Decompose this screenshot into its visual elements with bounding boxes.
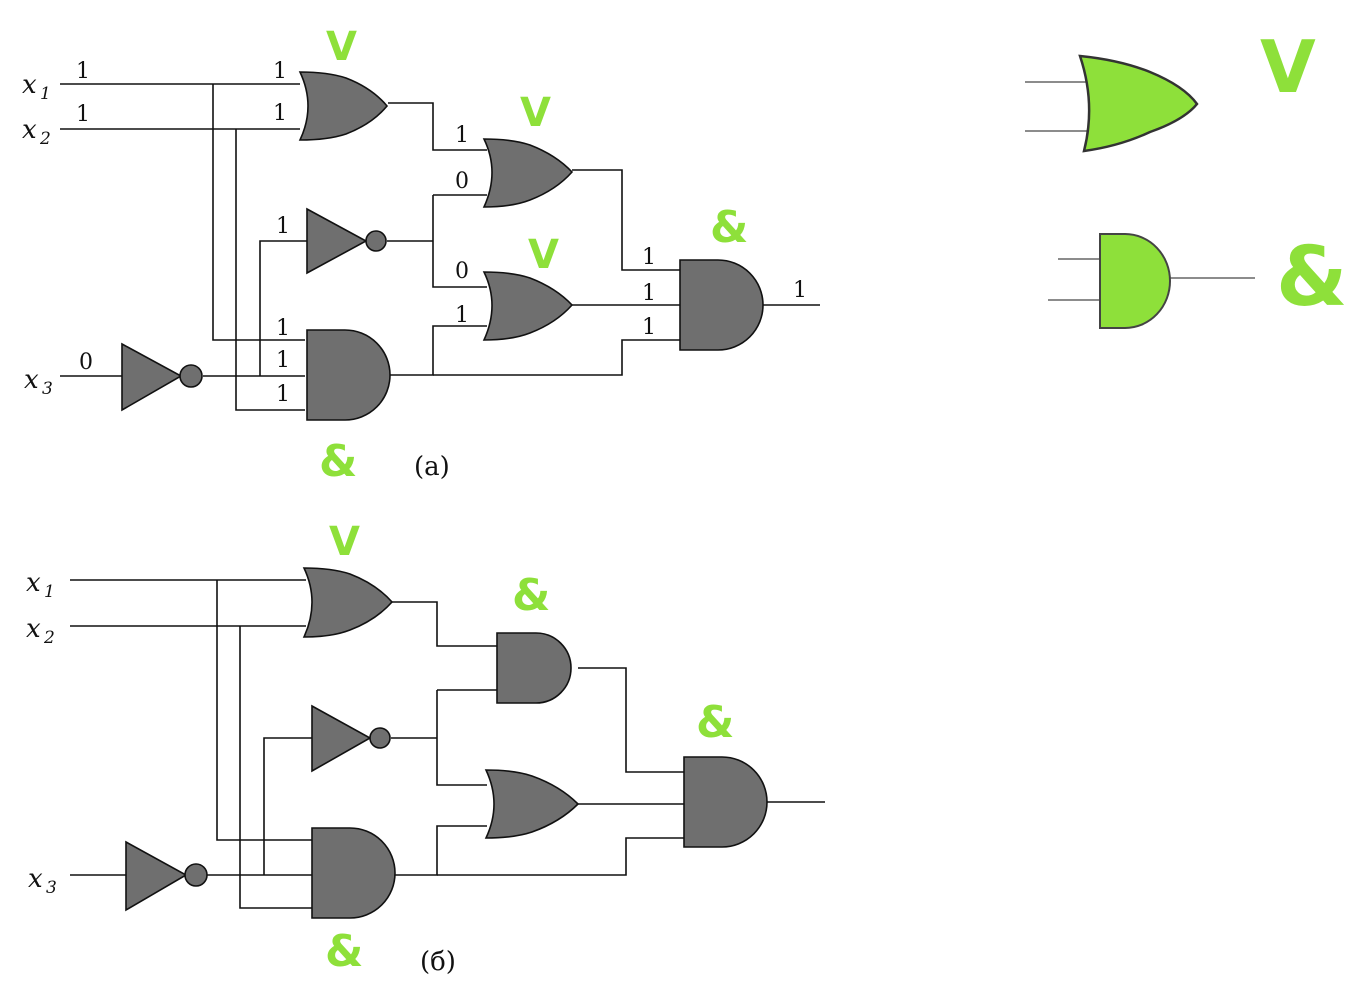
x3-label: x <box>24 365 39 395</box>
not-bubble-1-b <box>369 727 391 749</box>
value-and1-in3: 1 <box>276 382 290 407</box>
annotation-and3-amp-b: & <box>696 697 734 748</box>
x1-label-b: x <box>26 568 41 598</box>
and-gate-1-b <box>496 632 572 704</box>
value-and1-in2: 1 <box>276 348 290 373</box>
value-or1-in2: 1 <box>273 101 287 126</box>
legend-or-gate <box>1078 54 1199 153</box>
not-gate-x3-b <box>125 840 188 912</box>
and-gate-2 <box>679 259 764 351</box>
value-x1: 1 <box>76 59 90 84</box>
caption-a: (а) <box>414 452 450 482</box>
wires-b <box>70 579 825 909</box>
annotation-and2-amp-b: & <box>325 926 363 977</box>
not-bubble-x3-a <box>179 364 203 388</box>
wires-a <box>60 83 820 411</box>
value-x2: 1 <box>76 102 90 127</box>
x2-subscript: 2 <box>39 129 51 149</box>
value-or2-in2: 0 <box>455 169 469 194</box>
value-and1-in1: 1 <box>276 316 290 341</box>
or-gate-3 <box>482 271 574 341</box>
value-or2-in1: 1 <box>455 123 469 148</box>
legend-or-symbol: V <box>1260 25 1316 109</box>
or-gate-2 <box>482 138 574 208</box>
not-gate-1 <box>306 207 368 275</box>
x1-subscript-b: 1 <box>44 582 55 602</box>
value-or3-in1: 0 <box>455 259 469 284</box>
legend-and-gate <box>1099 233 1171 329</box>
x1-subscript: 1 <box>40 84 51 104</box>
x2-label: x <box>22 115 37 145</box>
not-bubble-1 <box>365 230 387 252</box>
annotation-and2-amp: & <box>710 202 748 253</box>
not-gate-1-b <box>311 704 372 773</box>
x3-label-b: x <box>28 864 43 894</box>
and-gate-2-b <box>311 827 396 919</box>
caption-b: (б) <box>420 947 456 977</box>
value-and2-in3: 1 <box>642 315 656 340</box>
or-gate-2-b <box>484 769 580 839</box>
value-x3: 0 <box>79 350 93 375</box>
and-gate-3-b <box>683 756 768 848</box>
not-bubble-x3-b <box>184 863 208 887</box>
annotation-and1-amp: & <box>319 436 357 487</box>
diagram-b: x 1 x 2 x 3 <box>26 519 825 977</box>
value-or3-in2: 1 <box>455 303 469 328</box>
annotation-or1-v-b: V <box>329 519 360 565</box>
value-or1-in1: 1 <box>273 59 287 84</box>
value-and2-in1: 1 <box>642 245 656 270</box>
x2-label-b: x <box>26 614 41 644</box>
gate-legend: V & <box>1025 25 1348 329</box>
not-gate-x3-a <box>121 342 183 412</box>
value-not-in: 1 <box>276 214 290 239</box>
or-gate-1 <box>298 71 389 141</box>
x1-label: x <box>22 70 37 100</box>
annotation-or1-v: V <box>326 24 357 70</box>
legend-and-symbol: & <box>1276 230 1348 325</box>
value-and2-in2: 1 <box>642 281 656 306</box>
and-gate-1 <box>306 329 391 421</box>
annotation-and1-amp-b: & <box>512 570 550 621</box>
diagram-a: x 1 x 2 x 3 <box>22 24 820 487</box>
annotation-or3-v: V <box>528 232 559 278</box>
x3-subscript: 3 <box>42 379 53 399</box>
value-output: 1 <box>793 278 807 303</box>
x2-subscript-b: 2 <box>43 628 55 648</box>
x3-subscript-b: 3 <box>46 878 57 898</box>
logic-values-a: 1 1 0 1 1 1 0 1 0 1 1 1 1 1 1 1 1 <box>76 59 807 407</box>
annotation-or2-v: V <box>520 90 551 136</box>
or-gate-1-b <box>302 567 394 638</box>
